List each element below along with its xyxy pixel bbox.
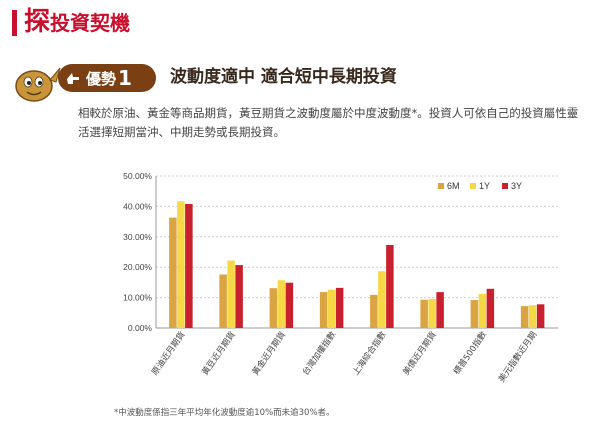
- bar-3Y: [486, 288, 495, 328]
- bar-3Y: [386, 245, 394, 328]
- page-title-first-char: 探: [24, 7, 51, 37]
- bar-3Y: [536, 304, 545, 328]
- x-tick-label: 上海綜合指數: [350, 329, 389, 377]
- bar-6M: [470, 300, 479, 328]
- bar-3Y: [185, 203, 193, 328]
- bar-1Y: [227, 260, 235, 328]
- volatility-chart: 0.00% 10.00% 20.00% 30.00% 40.00% 50.00% 原油近月期…: [108, 170, 568, 408]
- bar-1Y: [177, 201, 185, 328]
- bar-1Y: [327, 289, 336, 328]
- legend-label-6M: 6M: [447, 181, 460, 191]
- legend-label-1Y: 1Y: [479, 181, 490, 191]
- section-title: 波動度適中 適合短中長期投資: [170, 67, 397, 87]
- bar-6M: [520, 306, 529, 328]
- bar-1Y: [378, 271, 386, 328]
- page-title: 探 投資契機: [24, 6, 130, 39]
- y-tick-label: 10.00%: [123, 293, 152, 303]
- bar-3Y: [436, 292, 444, 328]
- bar-1Y: [478, 293, 487, 328]
- page-title-rest: 投資契機: [50, 11, 131, 35]
- y-tick-label: 50.00%: [123, 171, 152, 181]
- legend-swatch-3Y: [502, 183, 508, 189]
- y-tick-label: 40.00%: [123, 201, 152, 211]
- y-tick-label: 0.00%: [128, 323, 153, 333]
- x-tick-label: 美債近月期貨: [401, 329, 440, 377]
- volatility-chart-svg: 0.00% 10.00% 20.00% 30.00% 40.00% 50.00% 原油近月期…: [123, 171, 558, 384]
- x-tick-label: 標普500指數: [451, 329, 489, 377]
- hand-pointing-icon: [67, 73, 79, 84]
- section-body: 相較於原油、黃金等商品期貨，黃豆期貨之波動度屬於中度波動度*。投資人可依自己的投…: [78, 106, 579, 139]
- footnote: *中波動度係指三年平均年化波動度逾10%而未逾30%者。: [114, 408, 335, 418]
- bar-3Y: [285, 282, 294, 328]
- y-tick-label: 30.00%: [123, 232, 152, 242]
- y-tick-label: 20.00%: [123, 262, 152, 272]
- bar-6M: [169, 217, 177, 328]
- bar-1Y: [528, 305, 537, 328]
- soybean-mascot-icon: [15, 67, 61, 102]
- x-tick-label: 台灣加權指數: [300, 329, 339, 377]
- bar-1Y: [277, 280, 286, 328]
- x-tick-label: 美元指數近月期: [496, 329, 539, 384]
- bar-6M: [370, 294, 378, 328]
- x-tick-label: 黃金近月期貨: [250, 329, 289, 377]
- x-tick-label: 黃豆近月期貨: [200, 329, 239, 377]
- bar-3Y: [235, 265, 243, 328]
- bar-3Y: [335, 287, 344, 328]
- legend-swatch-1Y: [470, 183, 476, 189]
- legend-swatch-6M: [438, 183, 444, 189]
- bar-6M: [219, 274, 227, 328]
- x-tick-label: 原油近月期貨: [149, 329, 188, 377]
- legend-label-3Y: 3Y: [511, 181, 522, 191]
- bar-6M: [420, 299, 428, 328]
- bar-6M: [269, 288, 278, 328]
- badge-label: 優勢: [86, 69, 117, 88]
- header-accent-bar: [12, 10, 17, 36]
- bar-6M: [319, 292, 328, 328]
- bar-1Y: [428, 298, 436, 328]
- badge-number: 1: [118, 66, 132, 90]
- advantage-badge: 優勢 1: [58, 64, 156, 92]
